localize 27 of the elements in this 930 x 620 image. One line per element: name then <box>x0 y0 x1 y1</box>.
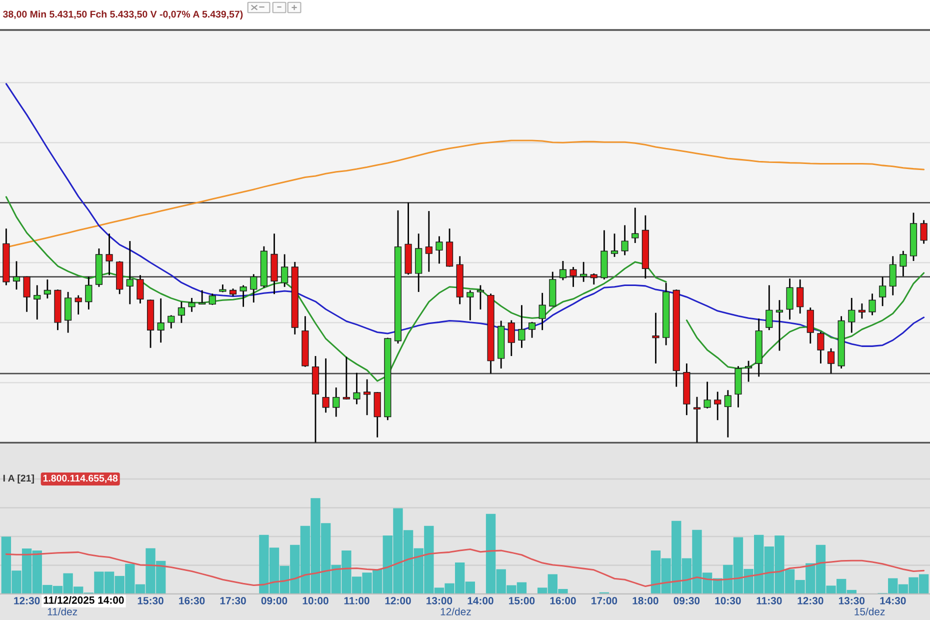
text: 1.800.114.655,48 <box>43 474 118 484</box>
x-tick-label: 17:00 <box>592 597 618 604</box>
x-tick-label: 11:00 <box>344 597 370 604</box>
x-tick-label: 14:00 <box>468 597 494 604</box>
text: 11/12/2025 14:00 <box>44 596 124 604</box>
x-tick-label: 16:00 <box>550 597 576 604</box>
text: 12/dez <box>440 608 471 616</box>
x-tick-label: 09:30 <box>674 597 700 604</box>
x-tick-label: 13:30 <box>838 597 865 604</box>
x-tick-label: 12:00 <box>385 597 411 604</box>
x-tick-label: 09:00 <box>261 597 288 604</box>
x-tick-label: 10:30 <box>715 597 741 604</box>
text: 15/dez <box>854 608 885 616</box>
x-tick-label: 12:30 <box>798 597 824 604</box>
x-tick-label: 16:30 <box>179 597 205 604</box>
x-tick-label: 14:30 <box>880 597 906 604</box>
x-tick-label: 18:00 <box>632 597 658 604</box>
x-tick-label: 13:00 <box>426 597 452 604</box>
text: I A [21] <box>3 474 34 484</box>
x-tick-label: 11:30 <box>756 597 782 604</box>
x-tick-label: 10:00 <box>302 597 328 604</box>
x-tick-label: 17:30 <box>220 597 246 604</box>
x-tick-label: 12:30 <box>14 597 40 604</box>
text: 11/dez <box>48 608 78 616</box>
x-tick-label: 15:30 <box>138 597 164 604</box>
text: 38,00 Min 5.431,50 Fch 5.433,50 V -0,07% A 5.439,57) <box>3 10 243 20</box>
x-tick-label: 15:00 <box>509 597 535 604</box>
